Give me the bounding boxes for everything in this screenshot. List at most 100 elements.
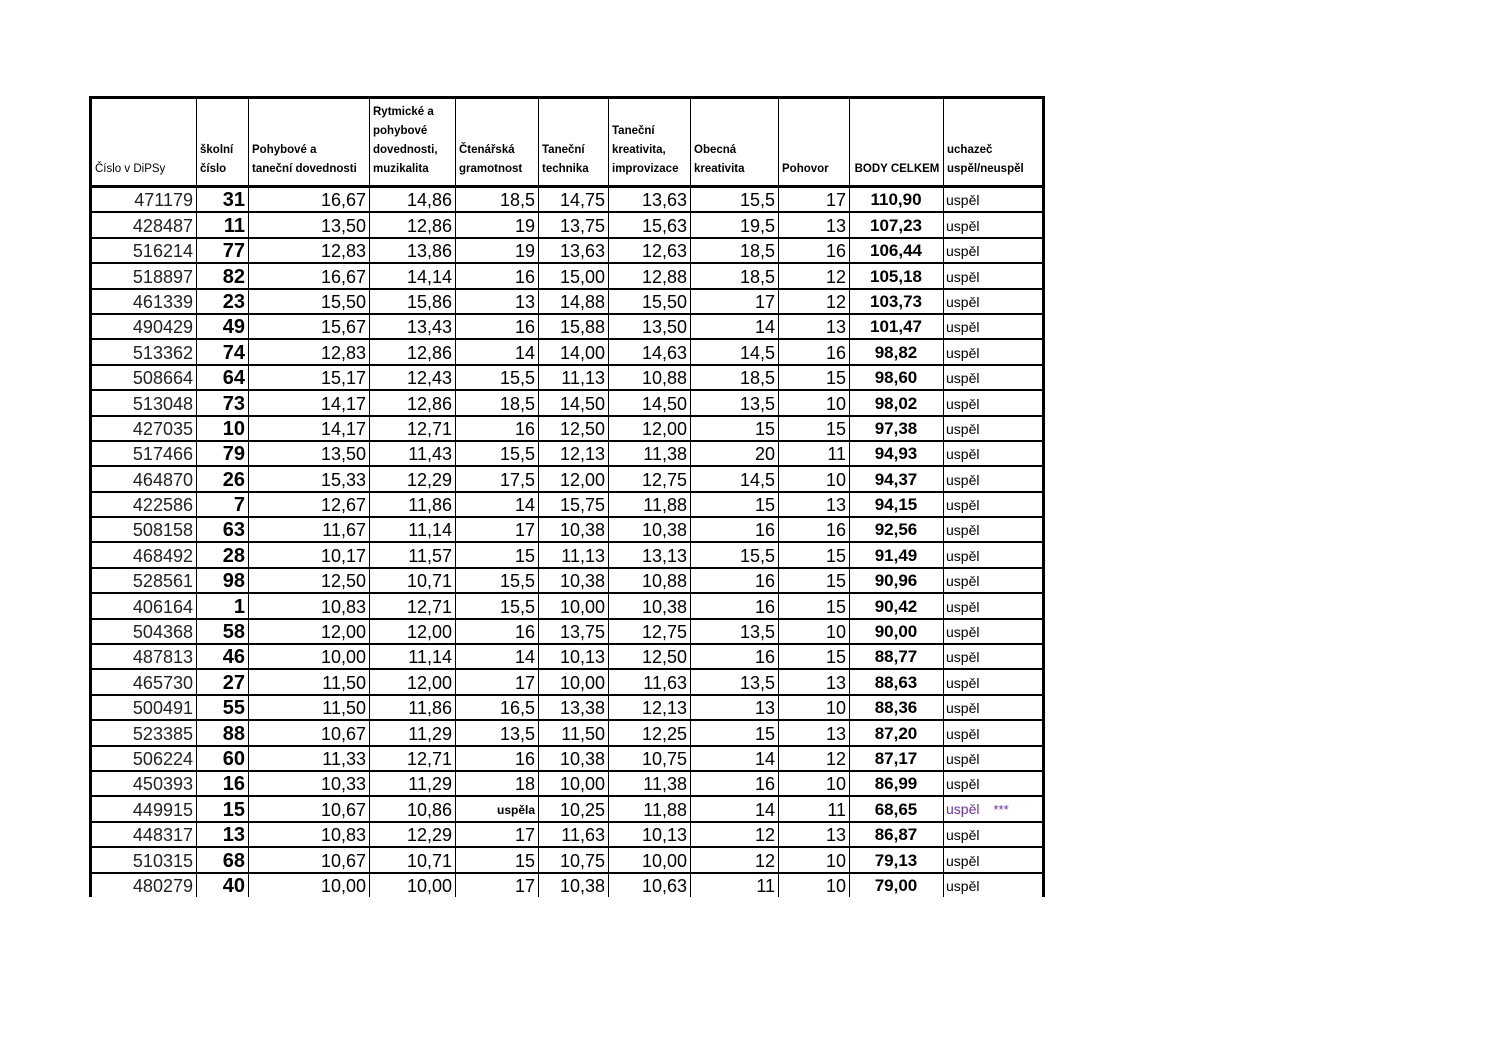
cell-dance-creativity: 14,63	[608, 339, 691, 366]
cell-reading-literacy: 15	[455, 542, 539, 569]
cell-rhythm-musicality: 10,71	[369, 847, 456, 874]
cell-rhythm-musicality: 11,14	[369, 517, 456, 544]
cell-general-creativity: 17	[690, 288, 779, 315]
cell-result: uspěl	[943, 770, 1045, 798]
cell-school-number: 79	[196, 440, 249, 468]
header-row: Číslo v DiPSy školní číslo Pohybové a ta…	[89, 97, 1045, 188]
cell-reading-literacy: 16	[455, 415, 539, 442]
cell-movement-dance-skills: 10,83	[248, 593, 370, 620]
cell-dance-creativity: 12,13	[608, 694, 691, 722]
cell-reading-literacy: 15,5	[455, 440, 539, 468]
cell-movement-dance-skills: 14,17	[248, 415, 370, 442]
cell-result: uspěl	[943, 847, 1045, 874]
cell-dance-technique: 14,75	[538, 186, 609, 214]
result-status: uspěl	[946, 877, 980, 894]
cell-dance-technique: 14,50	[538, 390, 609, 417]
cell-reading-literacy: 17	[455, 669, 539, 696]
cell-school-number: 98	[196, 567, 249, 595]
cell-rhythm-musicality: 12,86	[369, 339, 456, 366]
cell-reading-literacy: 13	[455, 288, 539, 315]
cell-dipsy-number: 506224	[89, 745, 197, 772]
result-status: uspěl	[946, 573, 980, 590]
cell-result: uspěl	[943, 364, 1045, 392]
result-status: uspěl	[946, 420, 980, 437]
cell-dance-creativity: 11,88	[608, 491, 691, 519]
cell-school-number: 11	[196, 212, 249, 239]
cell-result: uspěl	[943, 339, 1045, 366]
cell-total-points: 98,02	[849, 390, 944, 417]
cell-dance-technique: 10,38	[538, 517, 609, 544]
cell-movement-dance-skills: 10,00	[248, 872, 370, 897]
cell-result: uspěl	[943, 415, 1045, 442]
cell-dipsy-number: 508664	[89, 364, 197, 392]
cell-dance-creativity: 12,88	[608, 263, 691, 290]
cell-dance-technique: 14,88	[538, 288, 609, 315]
cell-dance-creativity: 10,75	[608, 745, 691, 772]
cell-reading-literacy: 15,5	[455, 364, 539, 392]
cell-interview: 12	[778, 263, 850, 290]
cell-dance-technique: 13,38	[538, 694, 609, 722]
cell-dipsy-number: 487813	[89, 644, 197, 671]
cell-dance-creativity: 11,38	[608, 440, 691, 468]
cell-reading-literacy: uspěla	[455, 796, 539, 823]
cell-interview: 16	[778, 339, 850, 366]
cell-dance-technique: 10,00	[538, 770, 609, 798]
cell-dance-creativity: 12,63	[608, 237, 691, 265]
result-status: uspěl	[946, 598, 980, 615]
cell-dance-technique: 12,13	[538, 440, 609, 468]
table-row: 518897 82 16,67 14,14 16 15,00 12,88 18,5 12 105,…	[89, 263, 1045, 290]
cell-movement-dance-skills: 16,67	[248, 263, 370, 290]
cell-dance-creativity: 12,00	[608, 415, 691, 442]
cell-rhythm-musicality: 11,43	[369, 440, 456, 468]
cell-school-number: 16	[196, 770, 249, 798]
cell-total-points: 86,87	[849, 821, 944, 849]
result-status: uspěl	[946, 674, 980, 691]
table-row: 428487 11 13,50 12,86 19 13,75 15,63 19,5 13 107,…	[89, 212, 1045, 239]
cell-dance-creativity: 12,75	[608, 618, 691, 646]
cell-movement-dance-skills: 10,83	[248, 821, 370, 849]
cell-dipsy-number: 500491	[89, 694, 197, 722]
cell-dipsy-number: 508158	[89, 517, 197, 544]
table-row: 513048 73 14,17 12,86 18,5 14,50 14,50 13,5 10 98…	[89, 390, 1045, 417]
cell-dance-technique: 15,00	[538, 263, 609, 290]
cell-general-creativity: 14	[690, 796, 779, 823]
cell-dipsy-number: 428487	[89, 212, 197, 239]
cell-school-number: 77	[196, 237, 249, 265]
cell-school-number: 15	[196, 796, 249, 823]
cell-school-number: 74	[196, 339, 249, 366]
cell-dipsy-number: 465730	[89, 669, 197, 696]
cell-movement-dance-skills: 11,67	[248, 517, 370, 544]
cell-school-number: 49	[196, 313, 249, 341]
cell-general-creativity: 12	[690, 821, 779, 849]
cell-movement-dance-skills: 10,67	[248, 847, 370, 874]
cell-rhythm-musicality: 14,14	[369, 263, 456, 290]
cell-dance-technique: 13,75	[538, 618, 609, 646]
header-reading-literacy: Čtenářská gramotnost	[455, 97, 539, 188]
cell-dance-technique: 10,75	[538, 847, 609, 874]
cell-dipsy-number: 490429	[89, 313, 197, 341]
cell-dance-creativity: 10,38	[608, 593, 691, 620]
cell-dipsy-number: 528561	[89, 567, 197, 595]
cell-interview: 10	[778, 770, 850, 798]
table-row: 448317 13 10,83 12,29 17 11,63 10,13 12 13 86,87 u…	[89, 821, 1045, 849]
cell-dance-technique: 13,75	[538, 212, 609, 239]
cell-result: uspěl	[943, 212, 1045, 239]
cell-dance-technique: 14,00	[538, 339, 609, 366]
cell-movement-dance-skills: 15,50	[248, 288, 370, 315]
header-total-points: BODY CELKEM	[849, 97, 944, 188]
table-row: 422586 7 12,67 11,86 14 15,75 11,88 15 13 94,15 us…	[89, 491, 1045, 519]
cell-interview: 13	[778, 313, 850, 341]
cell-movement-dance-skills: 15,67	[248, 313, 370, 341]
header-school-number: školní číslo	[196, 97, 249, 188]
table-row: 449915 15 10,67 10,86 uspěla 10,25 11,88 14 11 68…	[89, 796, 1045, 823]
table-row: 480279 40 10,00 10,00 17 10,38 10,63 11 10 79,00 u…	[89, 872, 1045, 897]
result-status: uspěl	[946, 319, 980, 336]
cell-movement-dance-skills: 10,17	[248, 542, 370, 569]
cell-general-creativity: 13	[690, 694, 779, 722]
cell-total-points: 107,23	[849, 212, 944, 239]
cell-reading-literacy: 18,5	[455, 390, 539, 417]
cell-rhythm-musicality: 12,86	[369, 212, 456, 239]
cell-school-number: 73	[196, 390, 249, 417]
cell-movement-dance-skills: 12,83	[248, 339, 370, 366]
cell-dance-creativity: 10,63	[608, 872, 691, 897]
